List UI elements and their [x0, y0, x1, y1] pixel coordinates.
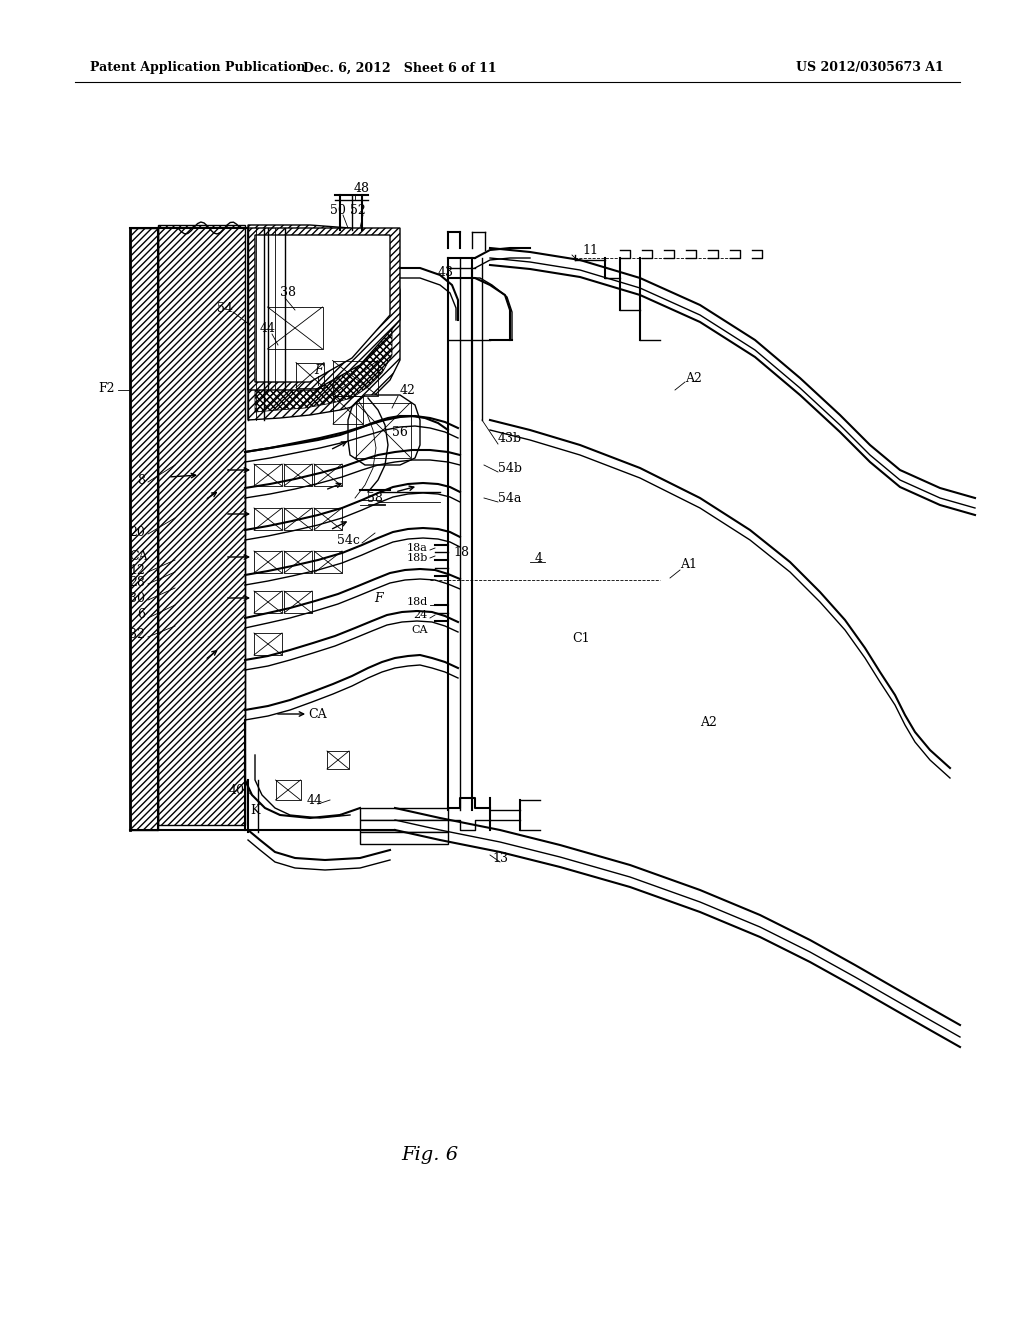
Text: 13: 13 — [492, 851, 508, 865]
Text: 24: 24 — [414, 610, 428, 620]
Polygon shape — [360, 820, 449, 832]
Text: Patent Application Publication: Patent Application Publication — [90, 62, 305, 74]
Text: 8: 8 — [137, 474, 145, 487]
Text: F: F — [313, 363, 323, 376]
Polygon shape — [360, 808, 449, 820]
Text: 54a: 54a — [498, 491, 521, 504]
Text: 43b: 43b — [498, 432, 522, 445]
Text: A2: A2 — [685, 371, 701, 384]
Text: 4: 4 — [535, 552, 543, 565]
Text: 48: 48 — [354, 181, 370, 194]
Text: 11: 11 — [582, 243, 598, 256]
Text: 18: 18 — [453, 546, 469, 560]
Polygon shape — [255, 235, 390, 381]
Polygon shape — [360, 832, 449, 843]
Text: 40: 40 — [229, 784, 245, 796]
Text: CA: CA — [412, 624, 428, 635]
Polygon shape — [248, 228, 400, 389]
Text: US 2012/0305673 A1: US 2012/0305673 A1 — [796, 62, 944, 74]
Text: 6: 6 — [137, 609, 145, 622]
Text: K: K — [250, 804, 260, 817]
Text: A1: A1 — [680, 558, 697, 572]
Text: C1: C1 — [572, 631, 590, 644]
Text: 38: 38 — [280, 285, 296, 298]
Text: Fig. 6: Fig. 6 — [401, 1146, 459, 1164]
Polygon shape — [348, 395, 420, 465]
Text: 42: 42 — [400, 384, 416, 396]
Text: 56: 56 — [392, 425, 408, 438]
Text: 54: 54 — [217, 301, 232, 314]
Text: 52: 52 — [350, 203, 366, 216]
Text: 30: 30 — [129, 591, 145, 605]
Text: 18b: 18b — [407, 553, 428, 564]
Text: 54b: 54b — [498, 462, 522, 474]
Text: Dec. 6, 2012   Sheet 6 of 11: Dec. 6, 2012 Sheet 6 of 11 — [303, 62, 497, 74]
Text: 18a: 18a — [408, 543, 428, 553]
Text: 44: 44 — [307, 793, 323, 807]
Text: CA: CA — [129, 549, 148, 562]
Text: 50: 50 — [330, 203, 346, 216]
Text: 43: 43 — [438, 265, 454, 279]
Text: 58: 58 — [367, 491, 383, 504]
Text: 44: 44 — [260, 322, 276, 334]
Text: 20: 20 — [129, 525, 145, 539]
Polygon shape — [248, 224, 400, 420]
Text: 18d: 18d — [407, 597, 428, 607]
Text: F2: F2 — [98, 381, 115, 395]
Text: 12: 12 — [129, 564, 145, 577]
Text: CA: CA — [308, 708, 328, 721]
Text: A2: A2 — [700, 715, 717, 729]
Text: 28: 28 — [129, 576, 145, 589]
Text: F: F — [374, 591, 382, 605]
Text: 32: 32 — [129, 628, 145, 642]
Text: 54c: 54c — [337, 533, 360, 546]
